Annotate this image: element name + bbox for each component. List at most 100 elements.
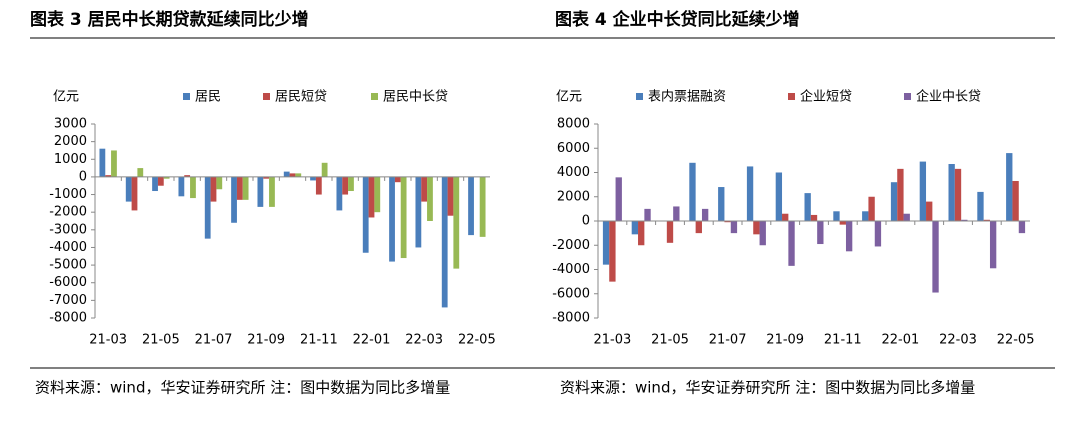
source-note: 资料来源：wind，华安证券研究所 注：图中数据为同比多增量	[560, 379, 975, 397]
bar	[804, 193, 811, 221]
bar	[389, 176, 395, 262]
x-tick-label: 22-05	[997, 333, 1035, 348]
bar	[775, 172, 783, 221]
bar	[157, 176, 164, 186]
bar	[295, 173, 302, 177]
bar	[989, 221, 997, 269]
bar	[368, 176, 375, 218]
bar	[609, 221, 616, 282]
x-tick-label: 21-03	[594, 333, 632, 348]
legend-swatch	[183, 93, 190, 100]
bar	[257, 176, 264, 207]
bar	[210, 176, 217, 202]
bar	[839, 221, 846, 225]
x-tick-label: 22-05	[458, 333, 496, 348]
y-tick-label: 3000	[54, 117, 87, 132]
legend-label: 居民	[195, 90, 221, 105]
x-tick-label: 21-09	[766, 333, 804, 348]
y-tick-label: -1000	[49, 187, 87, 202]
y-tick-label: 1000	[54, 152, 87, 167]
bar	[400, 176, 407, 259]
y-tick-label: 4000	[557, 165, 590, 180]
source-note: 资料来源：wind，华安证券研究所 注：图中数据为同比多增量	[35, 379, 450, 397]
bar	[718, 187, 725, 221]
legend-label: 居民短贷	[275, 90, 327, 105]
legend-swatch	[636, 93, 643, 100]
bar	[1006, 153, 1013, 221]
y-tick-label: -4000	[49, 240, 87, 255]
bar	[602, 221, 610, 265]
bar	[231, 176, 237, 223]
bar	[336, 176, 343, 211]
x-tick-label: 21-07	[195, 333, 233, 348]
bar	[415, 176, 422, 248]
y-tick-label: 2000	[557, 189, 590, 204]
bar	[810, 214, 818, 221]
bar	[782, 213, 789, 221]
x-tick-label: 21-05	[651, 333, 689, 348]
bar	[131, 176, 138, 211]
x-tick-label: 21-11	[824, 333, 862, 348]
y-tick-label: -8000	[552, 311, 590, 326]
bar	[216, 176, 223, 190]
bar	[644, 208, 651, 221]
y-tick-label: -6000	[552, 286, 590, 301]
bar	[759, 221, 766, 246]
legend-swatch	[263, 93, 270, 100]
bar	[163, 176, 170, 179]
bar	[447, 176, 454, 216]
bar	[862, 211, 869, 221]
bar	[263, 176, 270, 179]
bar	[190, 176, 196, 199]
y-axis-label: 亿元	[53, 90, 79, 105]
y-tick-label: 0	[79, 169, 87, 184]
bar	[137, 168, 144, 177]
bar	[468, 176, 474, 236]
bar	[948, 164, 955, 221]
bar	[897, 168, 904, 221]
legend-label: 表内票据融资	[648, 89, 726, 105]
bar	[833, 211, 840, 221]
bar	[753, 221, 760, 235]
bar	[903, 213, 910, 221]
legend-label: 居民中长贷	[383, 90, 448, 105]
bar	[453, 176, 460, 269]
x-tick-label: 21-09	[247, 333, 285, 348]
y-tick-label: -2000	[552, 238, 590, 253]
y-tick-label: -4000	[552, 262, 590, 277]
y-tick-label: 6000	[557, 141, 590, 156]
bar	[269, 176, 275, 207]
x-tick-label: 21-07	[709, 333, 747, 348]
bar	[348, 176, 354, 192]
y-tick-label: 0	[582, 214, 590, 229]
bar	[977, 191, 984, 221]
bar	[724, 221, 731, 223]
bar	[362, 176, 369, 253]
bar	[479, 176, 486, 237]
bar	[1012, 180, 1019, 221]
bar	[152, 176, 158, 192]
bar	[184, 175, 191, 177]
x-tick-label: 21-05	[142, 333, 180, 348]
legend-label: 企业短贷	[800, 89, 852, 105]
bar	[983, 219, 990, 221]
bar	[441, 176, 448, 308]
y-tick-label: -2000	[49, 205, 87, 220]
y-tick-label: -7000	[49, 293, 87, 308]
bar	[890, 182, 898, 221]
x-tick-label: 22-03	[405, 333, 443, 348]
bar	[746, 166, 754, 221]
x-tick-label: 22-01	[882, 333, 920, 348]
x-tick-label: 21-03	[89, 333, 127, 348]
legend-swatch	[904, 93, 911, 100]
bar	[631, 221, 639, 235]
bar	[394, 176, 401, 183]
bar	[374, 176, 381, 213]
chart-title: 图表 4 企业中长贷同比延续少增	[555, 9, 800, 30]
bar	[868, 196, 875, 221]
bar	[178, 176, 185, 197]
y-tick-label: -6000	[49, 275, 87, 290]
x-tick-label: 22-01	[353, 333, 391, 348]
bar	[961, 219, 968, 221]
